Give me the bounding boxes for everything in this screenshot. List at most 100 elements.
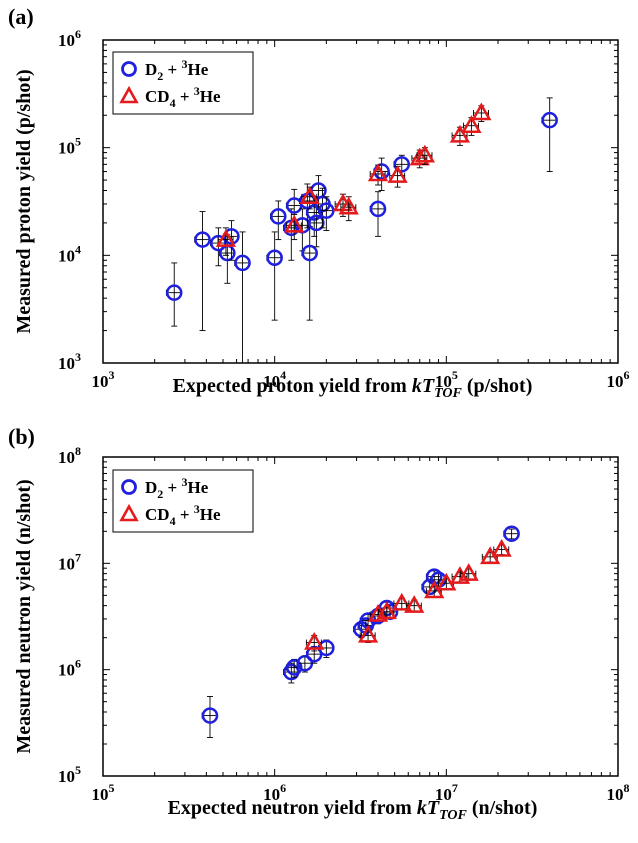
circle-marker [393, 156, 411, 173]
text-span: kT [412, 375, 435, 397]
text-span: + [163, 60, 181, 79]
circle-marker [285, 659, 303, 676]
text-span: 10 [58, 354, 75, 373]
text-span: 3 [194, 84, 200, 98]
y-axis-title: Measured neutron yield (n/shot) [13, 479, 35, 753]
series-cd4-3he [304, 538, 512, 652]
legend-circle-marker [121, 61, 137, 77]
circle-marker [541, 111, 558, 129]
text-span: He [187, 60, 208, 79]
triangle-marker [471, 102, 492, 121]
legend-label: D2 + 3He [145, 475, 209, 501]
x-tick-label: 106 [263, 781, 286, 804]
y-axis-title: Measured proton yield (p/shot) [13, 69, 35, 333]
data-point [503, 525, 520, 542]
text-span: 5 [75, 135, 81, 149]
text-span: 10 [435, 785, 452, 804]
plot-frame [102, 456, 619, 777]
legend-label: D2 + 3He [145, 57, 209, 83]
triangle-marker [299, 186, 320, 205]
triangle-marker [449, 124, 471, 143]
triangle-marker [461, 115, 482, 133]
legend-label: CD4 + 3He [145, 502, 221, 528]
text-span: (p/shot) [462, 375, 533, 397]
y-tick-label: 104 [58, 242, 81, 265]
text-span: 10 [58, 139, 75, 158]
triangle-marker [436, 572, 457, 591]
text-span: 5 [452, 368, 458, 382]
legend-circle-marker [121, 479, 137, 495]
x-tick-label: 107 [435, 781, 458, 804]
triangle-marker [387, 165, 408, 183]
text-span: 10 [58, 767, 75, 786]
data-point [387, 165, 408, 188]
y-tick-label: 105 [58, 763, 81, 786]
text-span: 3 [181, 57, 187, 71]
text-span: He [200, 87, 221, 106]
text-span: CD [145, 87, 170, 106]
triangle-marker [458, 563, 479, 581]
text-span: 4 [170, 514, 176, 528]
text-span: 6 [75, 27, 81, 41]
x-tick-label: 105 [435, 368, 458, 391]
circle-marker [270, 208, 287, 225]
triangle-marker [404, 595, 425, 613]
text-span: + [176, 87, 194, 106]
data-point [301, 226, 318, 321]
circle-marker [210, 234, 227, 252]
data-point [471, 102, 492, 122]
text-span: 10 [607, 372, 624, 391]
data-point [194, 211, 211, 332]
text-span: TOF [434, 386, 462, 401]
data-point [165, 262, 183, 327]
series-cd4-3he [215, 102, 492, 256]
data-point [357, 624, 379, 643]
data-point [304, 632, 325, 652]
triangle-marker [414, 144, 436, 163]
text-span: 3 [109, 368, 115, 382]
text-span: 6 [280, 781, 286, 795]
triangle-marker [376, 601, 397, 620]
text-span: 4 [280, 368, 286, 382]
text-span: Expected proton yield from [173, 375, 412, 397]
text-span: 7 [75, 550, 81, 564]
text-span: 10 [263, 372, 280, 391]
x-axis-title: Expected neutron yield from kTTOF (n/sho… [168, 797, 538, 823]
circle-marker [234, 254, 251, 272]
data-point [458, 563, 479, 581]
text-span: D [145, 478, 157, 497]
text-span: 4 [170, 96, 176, 110]
legend-triangle-marker [119, 85, 139, 104]
text-span: 7 [452, 781, 458, 795]
text-span: D [145, 60, 157, 79]
text-span: 6 [75, 657, 81, 671]
series-d2-3he [201, 525, 520, 738]
data-point [234, 231, 251, 363]
x-tick-label: 108 [607, 781, 630, 804]
data-point [318, 196, 335, 231]
text-span: 10 [92, 372, 109, 391]
data-point [201, 695, 219, 738]
y-tick-label: 108 [58, 444, 81, 467]
text-span: 8 [624, 781, 630, 795]
circle-marker [165, 284, 183, 301]
text-span: 8 [75, 444, 81, 458]
text-span: 10 [92, 785, 109, 804]
text-span: kT [417, 797, 440, 819]
text-span: CD [145, 505, 170, 524]
data-point [409, 147, 430, 169]
text-span: 10 [58, 246, 75, 265]
data-point [491, 538, 512, 557]
text-span: 10 [263, 785, 280, 804]
legend-box [112, 51, 254, 115]
triangle-marker [357, 624, 379, 643]
text-span: Expected neutron yield from [168, 797, 417, 819]
x-axis-title: Expected proton yield from kTTOF (p/shot… [173, 375, 533, 401]
data-point [461, 115, 482, 136]
triangle-marker [284, 214, 305, 233]
text-span: 10 [58, 448, 75, 467]
